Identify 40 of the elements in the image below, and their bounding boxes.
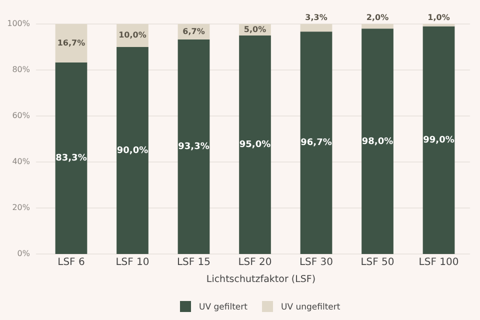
data-label: 10,0% — [118, 30, 146, 40]
y-tick-label: 0% — [17, 249, 30, 258]
x-tick-label: LSF 100 — [418, 257, 459, 268]
data-label: 1,0% — [428, 13, 450, 22]
bar — [422, 26, 455, 254]
x-axis-title: Lichtschutzfaktor (LSF) — [206, 274, 316, 285]
data-label: 3,3% — [305, 13, 328, 22]
y-tick-label: 100% — [7, 19, 30, 28]
data-label: 95,0% — [239, 140, 271, 150]
x-tick-label: LSF 20 — [238, 257, 272, 268]
x-tick-label: LSF 6 — [58, 257, 85, 268]
x-tick-label: LSF 50 — [360, 257, 394, 268]
data-label: 93,3% — [178, 142, 210, 152]
bar — [55, 24, 88, 62]
data-label: 2,0% — [366, 13, 389, 22]
y-tick-label: 60% — [12, 111, 30, 120]
bar — [178, 39, 210, 254]
bar — [362, 28, 394, 254]
x-tick-label: LSF 10 — [116, 257, 150, 268]
bar — [55, 62, 88, 254]
y-tick-label: 80% — [12, 65, 30, 74]
legend-label: UV ungefiltert — [281, 302, 341, 312]
data-label: 96,7% — [300, 138, 332, 148]
bar — [239, 36, 271, 254]
y-tick-label: 40% — [12, 157, 30, 166]
data-label: 99,0% — [423, 136, 454, 146]
x-tick-label: LSF 30 — [299, 257, 334, 268]
bar — [116, 47, 148, 254]
data-label: 5,0% — [244, 24, 266, 34]
legend-label: UV gefiltert — [199, 302, 248, 312]
bar — [362, 24, 394, 29]
bar — [300, 24, 332, 32]
data-label: 6,7% — [182, 26, 205, 36]
data-label: 98,0% — [362, 136, 394, 147]
data-label: 16,7% — [57, 38, 86, 48]
data-label: 83,3% — [56, 154, 87, 164]
x-tick-label: LSF 15 — [176, 257, 211, 268]
data-label: 90,0% — [116, 146, 148, 156]
bar — [300, 32, 332, 254]
y-tick-label: 20% — [12, 203, 30, 212]
